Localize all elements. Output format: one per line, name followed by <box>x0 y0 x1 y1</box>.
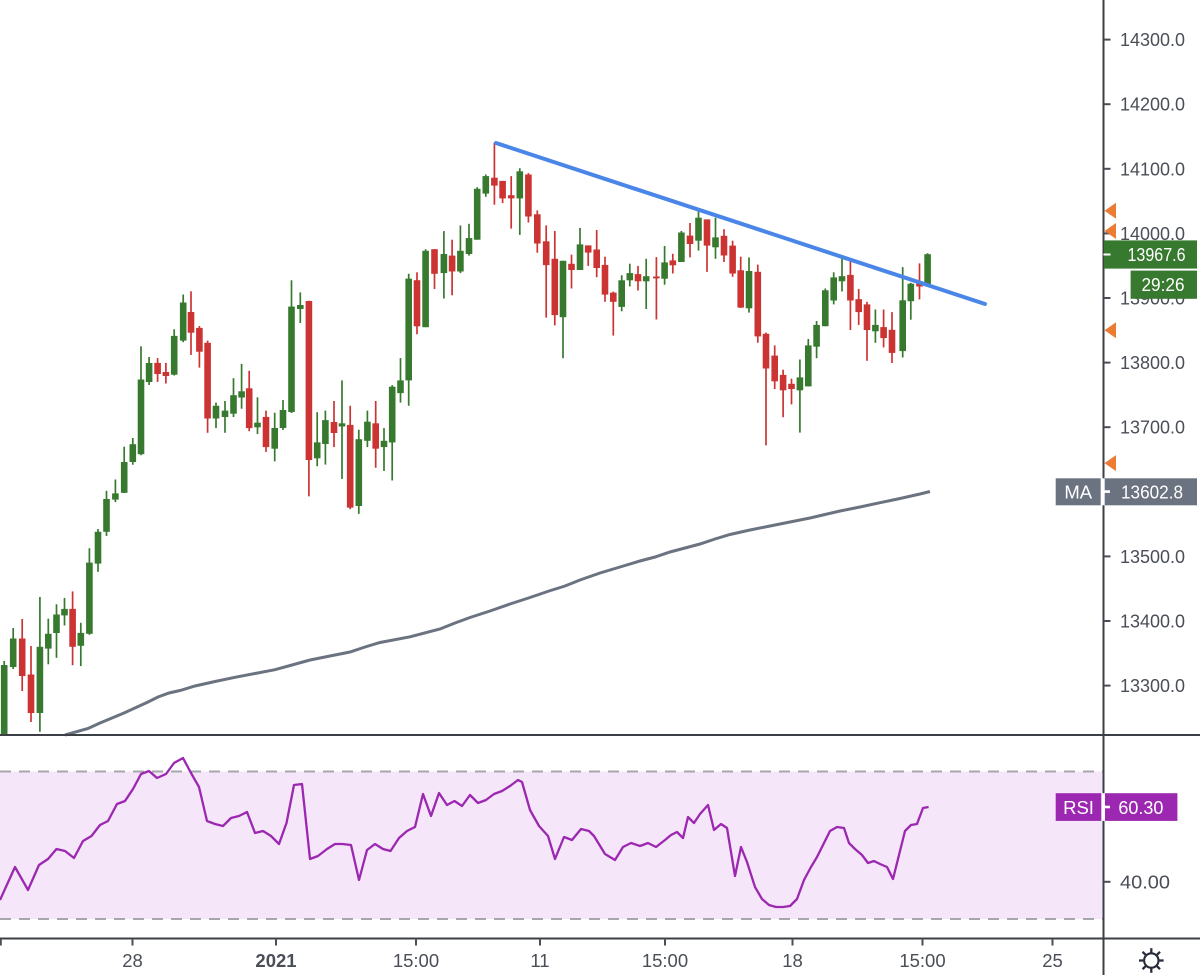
svg-text:13602.8: 13602.8 <box>1121 482 1183 503</box>
svg-text:13800.0: 13800.0 <box>1120 352 1185 373</box>
svg-text:14100.0: 14100.0 <box>1120 158 1185 179</box>
svg-text:13967.6: 13967.6 <box>1128 244 1186 265</box>
svg-text:15:00: 15:00 <box>393 950 439 971</box>
svg-text:13700.0: 13700.0 <box>1120 417 1185 438</box>
svg-text:RSI: RSI <box>1063 797 1094 818</box>
svg-text:60.30: 60.30 <box>1118 797 1163 818</box>
svg-text:13500.0: 13500.0 <box>1120 546 1185 567</box>
svg-text:14300.0: 14300.0 <box>1120 29 1185 50</box>
svg-text:13300.0: 13300.0 <box>1120 675 1185 696</box>
svg-text:29:26: 29:26 <box>1142 274 1185 295</box>
svg-text:11: 11 <box>530 950 549 971</box>
svg-text:28: 28 <box>122 950 143 971</box>
svg-text:14000.0: 14000.0 <box>1120 223 1185 244</box>
svg-text:40.00: 40.00 <box>1120 871 1170 892</box>
svg-text:MA: MA <box>1064 482 1092 503</box>
svg-text:13400.0: 13400.0 <box>1120 611 1185 632</box>
svg-text:15:00: 15:00 <box>899 950 945 971</box>
svg-text:25: 25 <box>1042 950 1063 971</box>
svg-text:2021: 2021 <box>255 950 296 971</box>
svg-text:14200.0: 14200.0 <box>1120 94 1185 115</box>
svg-text:15:00: 15:00 <box>642 950 688 971</box>
svg-text:18: 18 <box>782 950 803 971</box>
